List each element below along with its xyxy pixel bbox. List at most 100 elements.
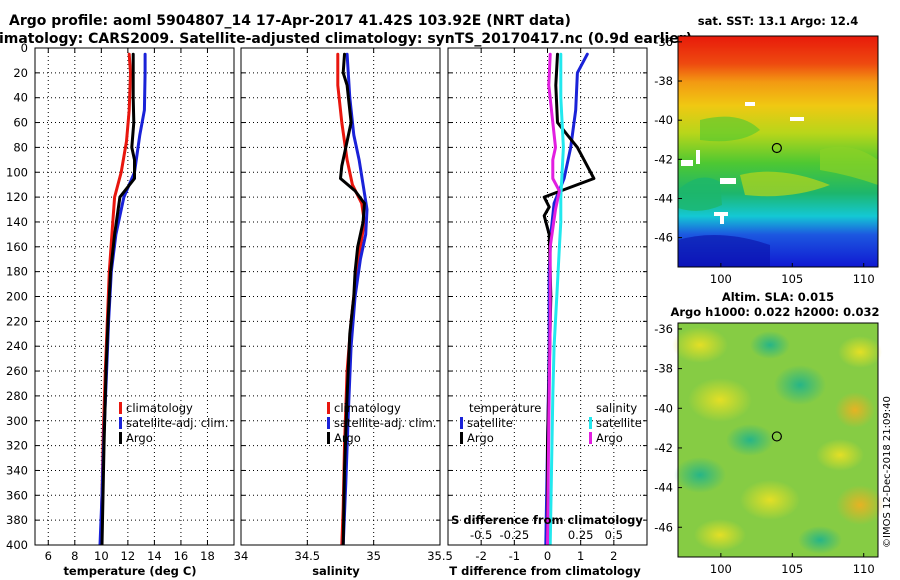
legend-swatch-satellite (327, 417, 330, 429)
depth-tick-label: 200 (6, 290, 28, 304)
salinity-legend: climatology satellite-adj. clim. Argo (327, 401, 436, 445)
depth-tick-label: 340 (6, 463, 28, 477)
y-tick-label: -38 (654, 74, 673, 88)
plot-frame (447, 47, 648, 546)
depth-tick-label: 320 (6, 439, 28, 453)
y-tick-label: -38 (654, 362, 673, 376)
series-line-argo (100, 52, 136, 545)
x-tick-label: 8 (71, 549, 78, 563)
sla-map-subtitle: Argo h1000: 0.022 h2000: 0.032 (670, 305, 879, 319)
depth-axis: 0 20 40 60 80 100 120 140 160 180 200 220 240 260 280 3… (6, 41, 28, 552)
legend-label-t-satellite: satellite (467, 416, 513, 430)
legend-label-argo: Argo (126, 431, 153, 445)
y-tick-label: -40 (654, 401, 673, 415)
legend-label-satellite: satellite-adj. clim. (334, 416, 436, 430)
sla-map-frame (677, 322, 879, 558)
top-x-tick-label: 0.25 (568, 528, 594, 542)
sst-argo-marker (771, 142, 782, 154)
x-tick-label: 34.5 (295, 549, 321, 563)
depth-tick-label: 180 (6, 265, 28, 279)
y-tick-label: -36 (654, 35, 673, 49)
y-tick-label: -46 (654, 520, 673, 534)
series-line-sal_argo (546, 52, 561, 545)
top-x-tick-label: -0.25 (499, 528, 529, 542)
legend-label-s-argo: Argo (596, 431, 623, 445)
y-tick-label: -36 (654, 322, 673, 336)
x-tick-label: 18 (200, 549, 215, 563)
title-line-1: Argo profile: aoml 5904807_14 17-Apr-201… (9, 13, 571, 29)
y-tick-label: -46 (654, 231, 673, 245)
legend-title-temperature: temperature (469, 401, 541, 415)
x-tick-label: 100 (710, 272, 732, 286)
depth-tick-label: 60 (13, 116, 28, 130)
depth-tick-label: 360 (6, 488, 28, 502)
legend-swatch-s-argo (589, 432, 592, 444)
difference-panel: -2 -1 0 1 2-0.5 -0.25 0 0.25 0.5 (447, 47, 648, 563)
x-tick-label: 16 (174, 549, 189, 563)
temperature-legend: climatology satellite-adj. clim. Argo (119, 401, 228, 445)
x-tick-label: 110 (853, 562, 875, 576)
legend-label-climatology: climatology (126, 401, 193, 415)
x-tick-label: -2 (475, 549, 486, 563)
top-x-tick-label: 0.5 (605, 528, 623, 542)
depth-tick-label: 140 (6, 215, 28, 229)
legend-label-t-argo: Argo (467, 431, 494, 445)
y-tick-label: -42 (654, 152, 673, 166)
depth-tick-label: 120 (6, 190, 28, 204)
depth-tick-label: 220 (6, 314, 28, 328)
legend-label-satellite: satellite-adj. clim. (126, 416, 228, 430)
depth-tick-label: 380 (6, 513, 28, 527)
legend-swatch-climatology (327, 402, 330, 414)
sla-features (672, 327, 884, 554)
legend-title-salinity: salinity (596, 401, 637, 415)
sst-map-axes: 100 105 110 -36 -38 -40 -42 -44 -46 (654, 35, 874, 286)
series-group (336, 52, 369, 545)
depth-tick-label: 20 (13, 66, 28, 80)
plot-frame (240, 47, 441, 546)
x-tick-label: 2 (610, 549, 617, 563)
series-line-sal_satellite (548, 52, 565, 545)
legend-swatch-t-satellite (460, 417, 463, 429)
sst-features (678, 102, 878, 267)
sla-map-axes: 100 105 110 -36 -38 -40 -42 -44 -46 (654, 322, 874, 576)
x-tick-label: 1 (577, 549, 584, 563)
difference-xlabel: T difference from climatology (449, 564, 641, 578)
x-tick-label: 14 (147, 549, 162, 563)
legend-swatch-satellite (119, 417, 122, 429)
x-tick-label: 110 (853, 272, 875, 286)
series-group (542, 52, 596, 545)
series-group (98, 52, 147, 545)
legend-label-climatology: climatology (334, 401, 401, 415)
x-axis: 6 8 10 12 14 16 18 (35, 47, 234, 563)
x-tick-label: 105 (781, 272, 803, 286)
sst-map-frame (677, 35, 879, 268)
temperature-panel: 6 8 10 12 14 16 18 (34, 47, 235, 563)
legend-swatch-t-argo (460, 432, 463, 444)
y-tick-label: -40 (654, 113, 673, 127)
sla-map-title: Altim. SLA: 0.015 (722, 290, 834, 304)
x-tick-label: 0 (544, 549, 551, 563)
x-tick-label: 35 (366, 549, 381, 563)
x-axis: 34 34.5 35 35.5 (234, 47, 453, 563)
y-tick-label: -44 (654, 191, 673, 205)
top-x-tick-label: -0.5 (470, 528, 492, 542)
depth-tick-label: 40 (13, 91, 28, 105)
depth-tick-label: 240 (6, 339, 28, 353)
salinity-xlabel: salinity (312, 564, 360, 578)
grid (35, 47, 234, 546)
sla-map: 100 105 110 -36 -38 -40 -42 -44 -46 (654, 322, 884, 576)
title-line-2: Climatology: CARS2009. Satellite-adjuste… (0, 31, 692, 47)
x-tick-label: 10 (94, 549, 109, 563)
x-tick-label: -1 (509, 549, 520, 563)
series-line-argo (339, 52, 366, 545)
sst-map-title: sat. SST: 13.1 Argo: 12.4 (698, 14, 858, 28)
legend-swatch-s-satellite (589, 417, 592, 429)
grid (448, 47, 647, 546)
sla-argo-marker (771, 431, 782, 442)
depth-tick-label: 400 (6, 538, 28, 552)
y-tick-label: -44 (654, 481, 673, 495)
x-tick-label: 12 (121, 549, 136, 563)
depth-tick-label: 160 (6, 240, 28, 254)
plot-frame (34, 47, 235, 546)
